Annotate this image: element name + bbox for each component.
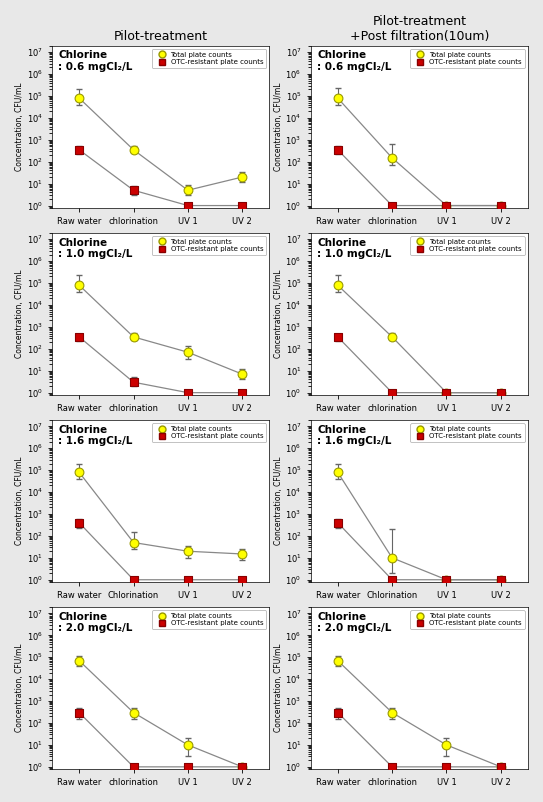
Point bbox=[333, 706, 342, 719]
Legend: Total plate counts, OTC-resistant plate counts: Total plate counts, OTC-resistant plate … bbox=[152, 610, 266, 630]
Point bbox=[442, 199, 451, 212]
Point bbox=[129, 573, 138, 586]
Legend: Total plate counts, OTC-resistant plate counts: Total plate counts, OTC-resistant plate … bbox=[411, 423, 525, 442]
Point bbox=[442, 760, 451, 773]
Text: Chlorine
: 1.6 mgCl₂/L: Chlorine : 1.6 mgCl₂/L bbox=[59, 424, 133, 446]
Point bbox=[129, 376, 138, 389]
Point bbox=[238, 171, 247, 184]
Point bbox=[333, 330, 342, 343]
Point bbox=[388, 330, 396, 343]
Text: Chlorine
: 0.6 mgCl₂/L: Chlorine : 0.6 mgCl₂/L bbox=[59, 51, 133, 72]
Text: Chlorine
: 1.6 mgCl₂/L: Chlorine : 1.6 mgCl₂/L bbox=[317, 424, 392, 446]
Point bbox=[333, 144, 342, 156]
Point bbox=[75, 706, 84, 719]
Point bbox=[184, 199, 192, 212]
Point bbox=[129, 330, 138, 343]
Point bbox=[388, 152, 396, 164]
Point bbox=[129, 760, 138, 773]
Y-axis label: Concentration, CFU/mL: Concentration, CFU/mL bbox=[15, 644, 24, 732]
Y-axis label: Concentration, CFU/mL: Concentration, CFU/mL bbox=[274, 269, 282, 358]
Point bbox=[442, 199, 451, 212]
Point bbox=[496, 573, 505, 586]
Point bbox=[238, 573, 247, 586]
Point bbox=[75, 654, 84, 667]
Point bbox=[333, 91, 342, 104]
Point bbox=[184, 573, 192, 586]
Point bbox=[388, 706, 396, 719]
Point bbox=[129, 706, 138, 719]
Point bbox=[496, 573, 505, 586]
Y-axis label: Concentration, CFU/mL: Concentration, CFU/mL bbox=[274, 644, 282, 732]
Point bbox=[75, 516, 84, 529]
Legend: Total plate counts, OTC-resistant plate counts: Total plate counts, OTC-resistant plate … bbox=[411, 49, 525, 68]
Point bbox=[238, 387, 247, 399]
Point bbox=[442, 573, 451, 586]
Text: Chlorine
: 1.0 mgCl₂/L: Chlorine : 1.0 mgCl₂/L bbox=[59, 237, 133, 259]
Point bbox=[442, 573, 451, 586]
Legend: Total plate counts, OTC-resistant plate counts: Total plate counts, OTC-resistant plate … bbox=[152, 49, 266, 68]
Legend: Total plate counts, OTC-resistant plate counts: Total plate counts, OTC-resistant plate … bbox=[152, 236, 266, 255]
Point bbox=[184, 387, 192, 399]
Point bbox=[184, 184, 192, 196]
Point bbox=[75, 144, 84, 156]
Point bbox=[388, 760, 396, 773]
Point bbox=[75, 330, 84, 343]
Point bbox=[442, 387, 451, 399]
Point bbox=[238, 548, 247, 561]
Point bbox=[333, 516, 342, 529]
Point bbox=[238, 368, 247, 381]
Text: Chlorine
: 1.0 mgCl₂/L: Chlorine : 1.0 mgCl₂/L bbox=[317, 237, 392, 259]
Y-axis label: Concentration, CFU/mL: Concentration, CFU/mL bbox=[15, 83, 24, 171]
Point bbox=[388, 552, 396, 565]
Point bbox=[496, 199, 505, 212]
Point bbox=[388, 387, 396, 399]
Point bbox=[496, 199, 505, 212]
Point bbox=[442, 387, 451, 399]
Point bbox=[388, 199, 396, 212]
Text: Chlorine
: 2.0 mgCl₂/L: Chlorine : 2.0 mgCl₂/L bbox=[59, 612, 133, 634]
Y-axis label: Concentration, CFU/mL: Concentration, CFU/mL bbox=[274, 456, 282, 545]
Point bbox=[496, 760, 505, 773]
Point bbox=[184, 545, 192, 557]
Point bbox=[75, 466, 84, 479]
Text: Chlorine
: 0.6 mgCl₂/L: Chlorine : 0.6 mgCl₂/L bbox=[317, 51, 392, 72]
Legend: Total plate counts, OTC-resistant plate counts: Total plate counts, OTC-resistant plate … bbox=[411, 236, 525, 255]
Y-axis label: Concentration, CFU/mL: Concentration, CFU/mL bbox=[15, 269, 24, 358]
Point bbox=[238, 760, 247, 773]
Legend: Total plate counts, OTC-resistant plate counts: Total plate counts, OTC-resistant plate … bbox=[411, 610, 525, 630]
Point bbox=[75, 279, 84, 292]
Point bbox=[75, 91, 84, 104]
Point bbox=[388, 573, 396, 586]
Point bbox=[129, 144, 138, 156]
Title: Pilot-treatment: Pilot-treatment bbox=[113, 30, 207, 43]
Point bbox=[333, 466, 342, 479]
Y-axis label: Concentration, CFU/mL: Concentration, CFU/mL bbox=[274, 83, 282, 171]
Y-axis label: Concentration, CFU/mL: Concentration, CFU/mL bbox=[15, 456, 24, 545]
Point bbox=[333, 279, 342, 292]
Point bbox=[496, 387, 505, 399]
Text: Chlorine
: 2.0 mgCl₂/L: Chlorine : 2.0 mgCl₂/L bbox=[317, 612, 392, 634]
Point bbox=[238, 760, 247, 773]
Point bbox=[496, 760, 505, 773]
Legend: Total plate counts, OTC-resistant plate counts: Total plate counts, OTC-resistant plate … bbox=[152, 423, 266, 442]
Point bbox=[184, 760, 192, 773]
Point bbox=[238, 199, 247, 212]
Point bbox=[184, 346, 192, 358]
Point bbox=[442, 739, 451, 751]
Point bbox=[184, 739, 192, 751]
Point bbox=[129, 536, 138, 549]
Point bbox=[129, 184, 138, 196]
Point bbox=[333, 654, 342, 667]
Title: Pilot-treatment
+Post filtration(10um): Pilot-treatment +Post filtration(10um) bbox=[350, 15, 489, 43]
Point bbox=[496, 387, 505, 399]
